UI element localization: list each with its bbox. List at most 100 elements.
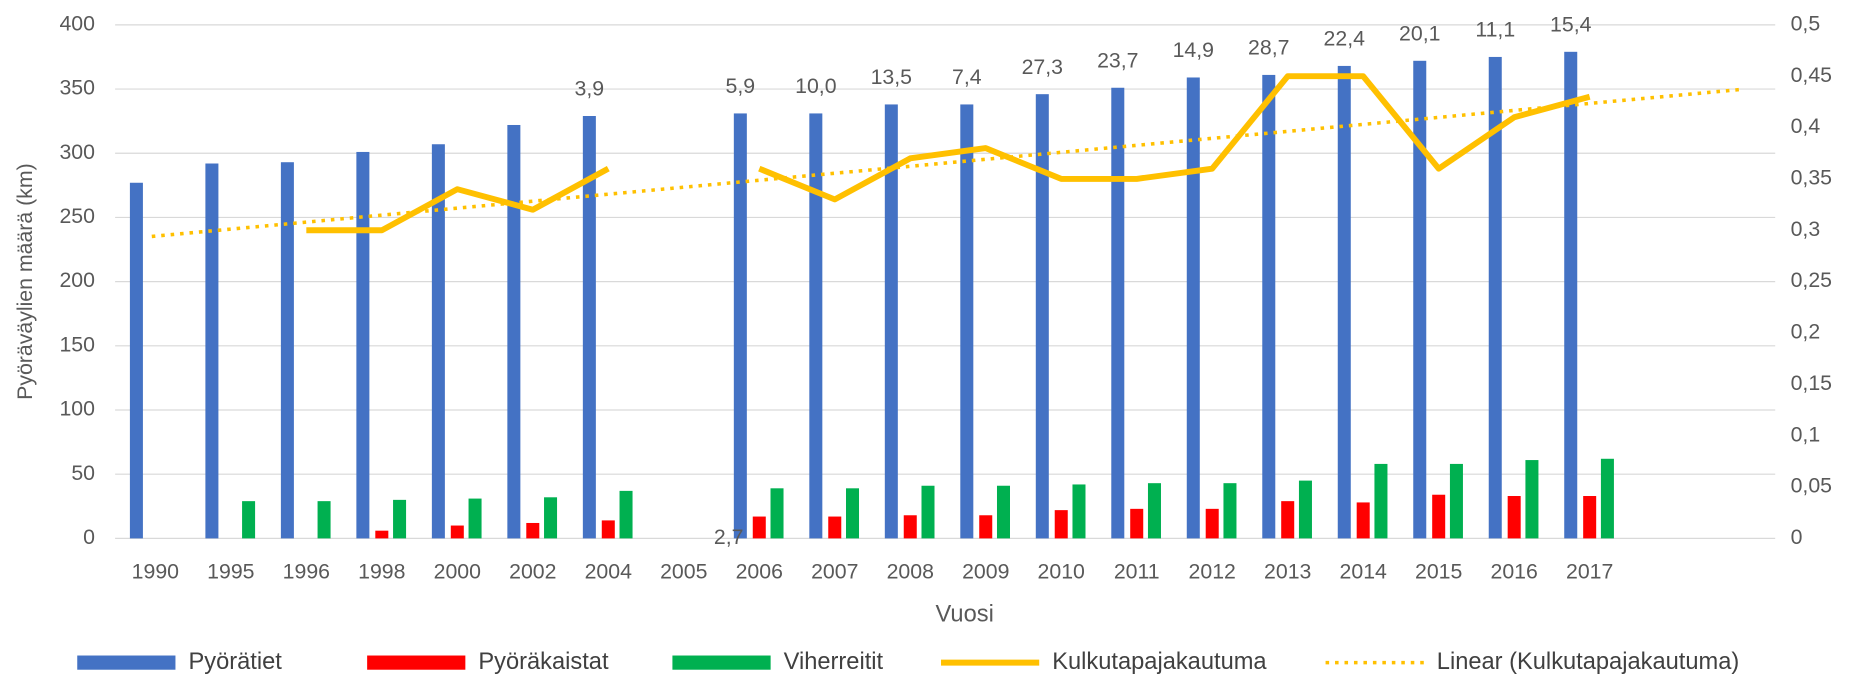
data-label: 28,7 bbox=[1248, 36, 1289, 60]
y-tick-label: 100 bbox=[59, 397, 95, 421]
data-label: 14,9 bbox=[1173, 38, 1214, 62]
bar bbox=[356, 151, 370, 539]
bar bbox=[770, 488, 784, 539]
y2-tick-label: 0,15 bbox=[1791, 371, 1832, 395]
legend-label: Kulkutapajakautuma bbox=[1052, 649, 1267, 675]
bar bbox=[1488, 56, 1502, 539]
bar bbox=[317, 501, 331, 539]
bar bbox=[733, 113, 747, 539]
x-tick-label: 2000 bbox=[434, 559, 481, 583]
bar bbox=[828, 516, 842, 539]
bar bbox=[809, 113, 823, 539]
y-tick-label: 150 bbox=[59, 332, 95, 356]
x-tick-label: 2006 bbox=[736, 559, 783, 583]
data-label: 3,9 bbox=[575, 77, 605, 101]
bar bbox=[1262, 74, 1276, 539]
y-tick-label: 400 bbox=[59, 11, 95, 35]
line bbox=[306, 73, 1591, 234]
y2-tick-label: 0,4 bbox=[1791, 114, 1821, 138]
x-tick-label: 2008 bbox=[887, 559, 934, 583]
x-tick-label: 2014 bbox=[1340, 559, 1388, 583]
x-tick-label: 2011 bbox=[1114, 559, 1160, 583]
data-label: 5,9 bbox=[726, 74, 756, 98]
data-label: 15,4 bbox=[1550, 12, 1592, 36]
bar bbox=[846, 488, 860, 539]
bar bbox=[1205, 508, 1219, 539]
x-tick-label: 2016 bbox=[1491, 559, 1538, 583]
x-tick-label: 2017 bbox=[1566, 559, 1613, 583]
y-tick-label: 0 bbox=[83, 525, 95, 549]
bar bbox=[1035, 94, 1049, 539]
bar bbox=[1186, 77, 1200, 539]
y-tick-label: 250 bbox=[59, 204, 95, 228]
bar bbox=[1374, 463, 1388, 539]
x-tick-label: 1996 bbox=[283, 559, 330, 583]
x-tick-label: 2002 bbox=[509, 559, 556, 583]
bar bbox=[1449, 463, 1463, 539]
legend-label: Pyörätiet bbox=[188, 649, 282, 675]
bar bbox=[996, 485, 1010, 539]
y-tick-label: 350 bbox=[59, 76, 95, 100]
y-axis-title: Pyöräväylien määrä (km) bbox=[13, 163, 37, 400]
data-label: 11,1 bbox=[1475, 18, 1515, 42]
x-axis-title: Vuosi bbox=[936, 602, 994, 628]
data-label: 20,1 bbox=[1399, 21, 1440, 45]
bar bbox=[601, 520, 615, 539]
x-tick-label: 2012 bbox=[1189, 559, 1236, 583]
x-tick-label: 2007 bbox=[811, 559, 858, 583]
data-label: 27,3 bbox=[1022, 55, 1063, 79]
bar bbox=[1223, 483, 1237, 539]
bar bbox=[375, 530, 389, 539]
data-label: 7,4 bbox=[952, 65, 982, 89]
x-tick-label: 2013 bbox=[1264, 559, 1311, 583]
legend-swatch bbox=[367, 655, 466, 670]
bar bbox=[1507, 496, 1521, 539]
bar bbox=[752, 516, 766, 539]
bar bbox=[393, 499, 407, 539]
bar bbox=[242, 501, 256, 539]
y-tick-label: 300 bbox=[59, 140, 95, 164]
x-tick-label: 1995 bbox=[207, 559, 254, 583]
bar bbox=[507, 124, 521, 539]
bar bbox=[960, 104, 974, 539]
legend-swatch bbox=[672, 655, 771, 670]
bar bbox=[468, 498, 482, 539]
data-label: 2,7 bbox=[714, 525, 744, 549]
bar bbox=[129, 182, 143, 539]
bar bbox=[526, 522, 540, 539]
y-tick-label: 50 bbox=[71, 461, 95, 485]
bar bbox=[619, 490, 633, 539]
bar bbox=[1281, 501, 1295, 539]
bar bbox=[1525, 460, 1539, 539]
y-tick-label: 200 bbox=[59, 268, 95, 292]
bar bbox=[903, 515, 917, 539]
bar bbox=[921, 485, 935, 539]
x-tick-label: 1998 bbox=[358, 559, 405, 583]
legend-label: Viherreitit bbox=[784, 649, 884, 675]
x-tick-label: 2005 bbox=[660, 559, 707, 583]
y2-tick-label: 0,05 bbox=[1791, 474, 1832, 498]
bar bbox=[431, 144, 445, 539]
trendline bbox=[151, 87, 1740, 239]
bar bbox=[1600, 458, 1614, 539]
x-tick-label: 2010 bbox=[1038, 559, 1085, 583]
data-label: 23,7 bbox=[1097, 48, 1138, 72]
bar bbox=[1337, 65, 1351, 539]
y2-tick-label: 0,5 bbox=[1791, 11, 1821, 35]
y2-tick-label: 0,1 bbox=[1791, 422, 1821, 446]
bar bbox=[450, 525, 464, 539]
y2-tick-label: 0 bbox=[1791, 525, 1803, 549]
bar bbox=[979, 515, 993, 539]
y2-tick-label: 0,2 bbox=[1791, 320, 1821, 344]
x-tick-label: 2004 bbox=[585, 559, 633, 583]
bar bbox=[1356, 502, 1370, 539]
data-label: 10,0 bbox=[795, 74, 836, 98]
bar bbox=[1583, 496, 1597, 539]
x-tick-label: 1990 bbox=[132, 559, 179, 583]
legend-swatch bbox=[77, 655, 176, 670]
bar bbox=[544, 497, 558, 539]
bar bbox=[884, 104, 898, 539]
bar bbox=[280, 162, 294, 539]
bar bbox=[205, 163, 219, 539]
y2-tick-label: 0,45 bbox=[1791, 63, 1832, 87]
